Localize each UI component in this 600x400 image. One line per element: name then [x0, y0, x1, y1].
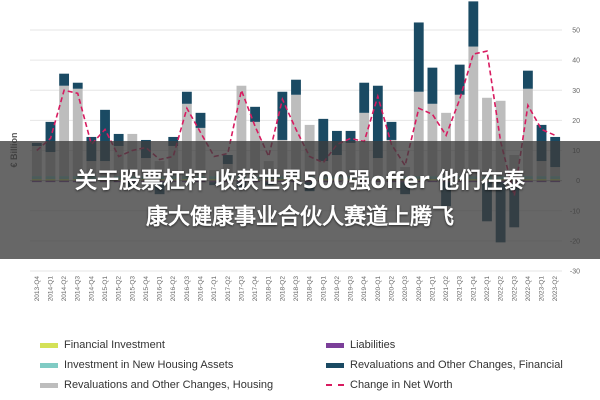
bar-segment [482, 97, 492, 177]
bar-segment [468, 1, 479, 47]
x-tick-label: 2019-Q3 [348, 276, 355, 302]
legend-dash [326, 384, 344, 386]
legend-label: Liabilities [350, 339, 396, 351]
x-tick-label: 2019-Q4 [361, 276, 368, 302]
y-tick-label: 50 [572, 28, 580, 35]
x-tick-label: 2018-Q2 [279, 276, 286, 302]
legend-item-revaluations-housing: Revaluations and Other Changes, Housing [40, 376, 273, 394]
x-tick-label: 2019-Q2 [334, 276, 341, 302]
legend-label: Revaluations and Other Changes, Housing [64, 379, 274, 391]
legend-swatch [326, 342, 344, 348]
bar-segment [522, 88, 533, 177]
bar-segment [454, 94, 465, 177]
x-tick-label: 2019-Q1 [320, 276, 327, 302]
x-tick-label: 2023-Q1 [539, 276, 546, 302]
x-tick-label: 2017-Q4 [252, 276, 259, 302]
bar-segment [181, 103, 192, 177]
x-tick-label: 2014-Q2 [61, 276, 68, 302]
x-tick-label: 2020-Q1 [375, 276, 382, 302]
bar-segment [72, 88, 83, 177]
x-tick-label: 2017-Q3 [238, 276, 245, 302]
x-tick-label: 2022-Q1 [484, 276, 491, 302]
bar-segment [427, 103, 438, 177]
bar-segment [113, 133, 124, 146]
bar-segment [100, 109, 110, 162]
legend-swatch [40, 342, 58, 348]
legend-swatch [326, 362, 344, 368]
x-tick-label: 2016-Q4 [198, 276, 205, 302]
x-tick-label: 2015-Q2 [116, 276, 123, 302]
legend-label: Change in Net Worth [350, 379, 453, 391]
bar-segment [291, 94, 301, 177]
x-tick-label: 2022-Q4 [525, 276, 532, 302]
x-tick-label: 2023-Q2 [552, 276, 559, 302]
x-tick-label: 2014-Q1 [47, 276, 54, 302]
x-tick-label: 2016-Q1 [157, 276, 164, 302]
legend-item-revaluations-financial: Revaluations and Other Changes, Financia… [326, 356, 563, 374]
bar-segment [195, 112, 206, 128]
bar-segment [427, 67, 438, 104]
legend-label: Investment in New Housing Assets [64, 359, 234, 371]
y-tick-label: -30 [570, 269, 580, 276]
x-tick-label: 2021-Q1 [429, 276, 436, 302]
y-tick-label: 30 [572, 88, 580, 95]
bar-segment [386, 121, 397, 140]
legend-item-liabilities: Liabilities [326, 336, 395, 354]
x-tick-label: 2016-Q3 [184, 276, 191, 302]
x-tick-label: 2017-Q1 [211, 276, 218, 302]
x-tick-label: 2020-Q4 [416, 276, 423, 302]
x-tick-label: 2021-Q2 [443, 276, 450, 302]
headline-overlay: 关于股票杠杆 收获世界500强offer 他们在泰 康大健康事业合伙人赛道上腾飞 [0, 141, 600, 259]
bar-segment [291, 79, 301, 95]
bar-segment [59, 73, 70, 86]
legend-swatch [40, 382, 58, 388]
bar-segment [181, 91, 192, 104]
bar-segment [345, 130, 356, 143]
x-tick-label: 2015-Q4 [143, 276, 150, 302]
legend-item-change-net-worth: Change in Net Worth [326, 376, 453, 394]
bar-segment [454, 64, 465, 95]
bar-segment [468, 46, 479, 177]
bar-segment [277, 91, 288, 140]
bar-segment [318, 118, 329, 162]
bar-segment [359, 82, 370, 113]
x-tick-label: 2021-Q4 [470, 276, 477, 302]
bar-segment [59, 85, 70, 177]
bar-segment [413, 91, 424, 177]
legend-label: Revaluations and Other Changes, Financia… [350, 359, 563, 371]
headline-text: 关于股票杠杆 收获世界500强offer 他们在泰 康大健康事业合伙人赛道上腾飞 [30, 164, 570, 236]
bar-segment [372, 85, 383, 159]
x-tick-label: 2018-Q4 [307, 276, 314, 302]
legend-item-new-housing: Investment in New Housing Assets [40, 356, 233, 374]
bar-segment [236, 85, 247, 177]
bar-segment [522, 70, 533, 89]
x-tick-label: 2016-Q2 [170, 276, 177, 302]
x-tick-label: 2018-Q1 [266, 276, 273, 302]
x-tick-label: 2014-Q4 [88, 276, 95, 302]
chart-legend: Financial Investment Liabilities Investm… [0, 332, 600, 400]
y-tick-label: 20 [572, 118, 580, 125]
headline-line-1: 关于股票杠杆 收获世界500强offer 他们在泰 [75, 169, 525, 194]
x-tick-label: 2021-Q3 [457, 276, 464, 302]
y-tick-label: 40 [572, 58, 580, 65]
legend-item-financial-investment: Financial Investment [40, 336, 165, 354]
bar-segment [250, 106, 260, 122]
bar-segment [72, 82, 83, 89]
x-tick-label: 2015-Q1 [102, 276, 109, 302]
x-tick-label: 2022-Q2 [498, 276, 505, 302]
legend-swatch [40, 362, 58, 368]
net-worth-line [36, 50, 556, 196]
x-tick-label: 2013-Q4 [34, 276, 41, 302]
x-tick-label: 2018-Q3 [293, 276, 300, 302]
x-tick-label: 2022-Q3 [511, 276, 518, 302]
headline-line-2: 康大健康事业合伙人赛道上腾飞 [145, 205, 454, 230]
bar-segment [413, 22, 424, 92]
x-tick-label: 2020-Q3 [402, 276, 409, 302]
x-tick-label: 2014-Q3 [75, 276, 82, 302]
x-tick-label: 2017-Q2 [225, 276, 232, 302]
legend-label: Financial Investment [64, 339, 165, 351]
x-tick-label: 2020-Q2 [388, 276, 395, 302]
x-tick-label: 2015-Q3 [129, 276, 136, 302]
